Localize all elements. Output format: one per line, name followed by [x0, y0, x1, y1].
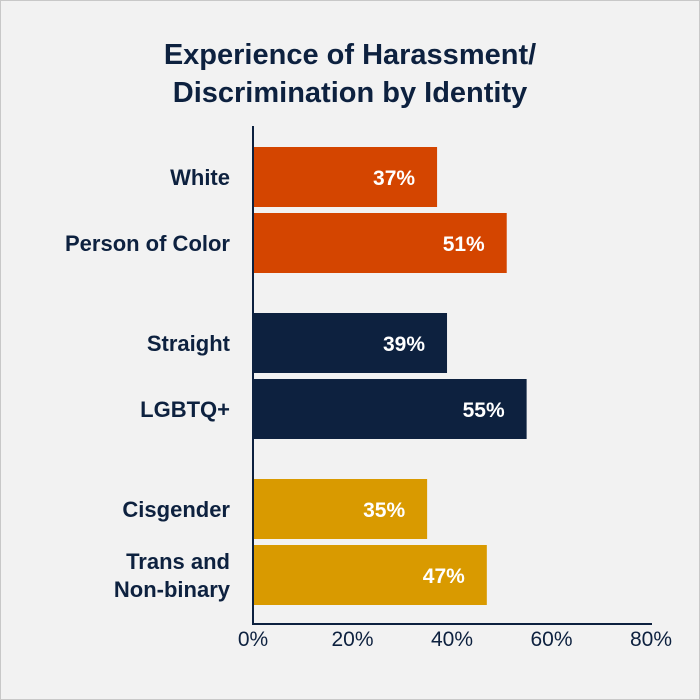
bar-4 [253, 379, 527, 439]
bar-value-label-3: 39% [383, 333, 425, 356]
category-label-2: Person of Color [65, 231, 230, 256]
category-label-6-line-2: Non-binary [114, 577, 231, 602]
chart-title-line-2: Discrimination by Identity [172, 77, 528, 109]
category-label-4: LGBTQ+ [140, 397, 230, 422]
bar-value-label-1: 37% [373, 167, 415, 190]
category-label-6-line-1: Trans and [126, 549, 230, 574]
bar-value-label-4: 55% [463, 399, 505, 422]
x-tick-label-5: 80% [630, 628, 672, 651]
bar-value-label-2: 51% [443, 233, 485, 256]
bar-6 [253, 545, 487, 605]
bar-3 [253, 313, 448, 373]
category-label-1: White [170, 165, 230, 190]
category-label-3: Straight [147, 331, 231, 356]
x-tick-label-3: 40% [431, 628, 473, 651]
bar-value-label-6: 47% [423, 565, 465, 588]
bar-5 [253, 479, 428, 539]
bar-1 [253, 147, 438, 207]
x-tick-label-4: 60% [530, 628, 572, 651]
bar-value-label-5: 35% [363, 499, 405, 522]
x-tick-label-2: 20% [331, 628, 373, 651]
category-label-5: Cisgender [122, 497, 230, 522]
chart-title-line-1: Experience of Harassment/ [163, 39, 537, 71]
bar-2 [253, 213, 507, 273]
chart-title: Experience of Harassment/ Discrimination… [0, 36, 700, 112]
x-tick-label-1: 0% [238, 628, 268, 651]
